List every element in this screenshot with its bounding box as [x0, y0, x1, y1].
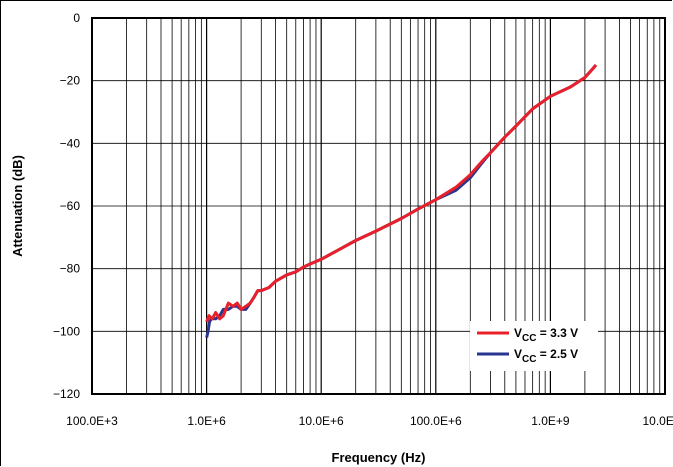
x-axis-title: Frequency (Hz): [332, 450, 426, 465]
legend-label: VCC = 2.5 V: [514, 347, 578, 365]
legend-label: VCC = 3.3 V: [514, 326, 578, 344]
y-tick-label: −80: [60, 262, 81, 276]
y-tick-label: −100: [53, 324, 80, 338]
grid: [91, 17, 665, 395]
y-tick-label: 0: [73, 11, 80, 25]
y-tick-label: −20: [60, 74, 81, 88]
y-axis-title: Attenuation (dB): [10, 155, 25, 257]
x-tick-label: 10.0E+9: [642, 414, 673, 428]
series-lines: [205, 64, 598, 338]
plot-area: [91, 17, 666, 395]
x-tick-label: 100.0E+6: [410, 414, 462, 428]
legend-box: [470, 321, 598, 371]
tick-labels: 0 −20 −40 −60 −80 −100 −120 100.0E+3 1.0E+6 10.0E…: [53, 11, 673, 428]
x-tick-label: 10.0E+6: [299, 414, 344, 428]
x-tick-label: 1.0E+9: [531, 414, 570, 428]
x-tick-label: 100.0E+3: [66, 414, 118, 428]
y-tick-label: −60: [60, 199, 81, 213]
x-tick-label: 1.0E+6: [187, 414, 226, 428]
series-line: [205, 64, 598, 323]
y-tick-label: −40: [60, 136, 81, 150]
legend: VCC = 3.3 V VCC = 2.5 V: [470, 321, 598, 371]
y-tick-label: −120: [53, 387, 80, 401]
